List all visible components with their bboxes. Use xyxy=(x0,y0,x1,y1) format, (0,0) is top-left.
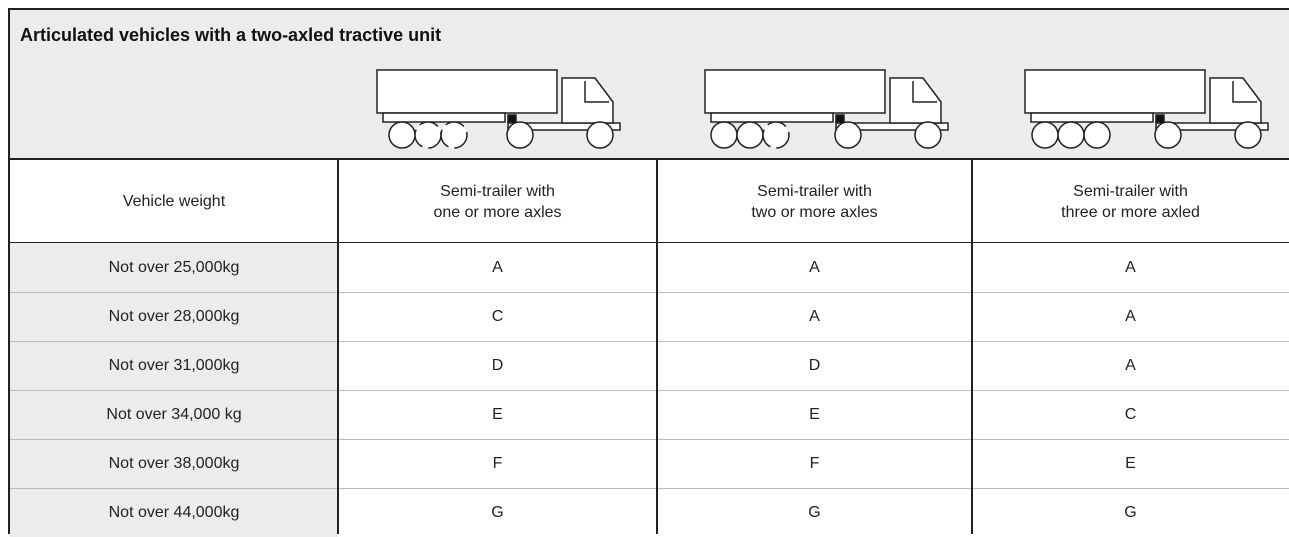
header-cell: Semi-trailer with three or more axled xyxy=(972,160,1289,243)
value-cell: D xyxy=(657,341,972,390)
value-cell: C xyxy=(338,292,657,341)
table-title: Articulated vehicles with a two-axled tr… xyxy=(20,25,442,45)
row-label: Not over 31,000kg xyxy=(10,341,338,390)
value-cell: D xyxy=(338,341,657,390)
row-label: Not over 25,000kg xyxy=(10,243,338,292)
value-cell: A xyxy=(972,243,1289,292)
header-line: Semi-trailer with xyxy=(757,182,872,200)
row-label: Not over 38,000kg xyxy=(10,439,338,488)
value-cell: A xyxy=(972,341,1289,390)
value-cell: A xyxy=(972,292,1289,341)
truck-3 xyxy=(1024,69,1269,149)
column-rule xyxy=(656,160,658,534)
value-cell: E xyxy=(338,390,657,439)
row-rule xyxy=(10,439,1289,440)
header-cell: Semi-trailer with one or more axles xyxy=(338,160,657,243)
truck-icons xyxy=(376,69,1269,149)
value-cell: G xyxy=(972,488,1289,537)
truck-1 xyxy=(376,69,621,149)
header-line: Vehicle weight xyxy=(122,193,226,210)
header-cell: Semi-trailer with two or more axles xyxy=(657,160,972,243)
column-rule xyxy=(971,160,973,534)
column-rule xyxy=(337,160,339,534)
value-cell: C xyxy=(972,390,1289,439)
header-line: Semi-trailer with xyxy=(1073,182,1188,200)
header-line: one or more axles xyxy=(433,203,562,221)
header-line: two or more axles xyxy=(751,203,878,221)
value-cell: E xyxy=(657,390,972,439)
row-rule xyxy=(10,390,1289,391)
row-rule xyxy=(10,488,1289,489)
header-line: three or more axled xyxy=(1061,203,1200,221)
row-label: Not over 28,000kg xyxy=(10,292,338,341)
row-label: Not over 34,000 kg xyxy=(10,390,338,439)
row-label: Not over 44,000kg xyxy=(10,488,338,537)
value-cell: G xyxy=(657,488,972,537)
value-cell: A xyxy=(338,243,657,292)
value-cell: E xyxy=(972,439,1289,488)
row-rule xyxy=(10,341,1289,342)
value-cell: A xyxy=(657,292,972,341)
value-cell: F xyxy=(657,439,972,488)
table-frame xyxy=(8,8,1289,534)
value-cell: F xyxy=(338,439,657,488)
value-cell: A xyxy=(657,243,972,292)
truck-2 xyxy=(704,69,949,149)
header-cell: Vehicle weight xyxy=(10,160,338,243)
value-cell: G xyxy=(338,488,657,537)
header-line: Semi-trailer with xyxy=(440,182,555,200)
row-rule xyxy=(10,292,1289,293)
